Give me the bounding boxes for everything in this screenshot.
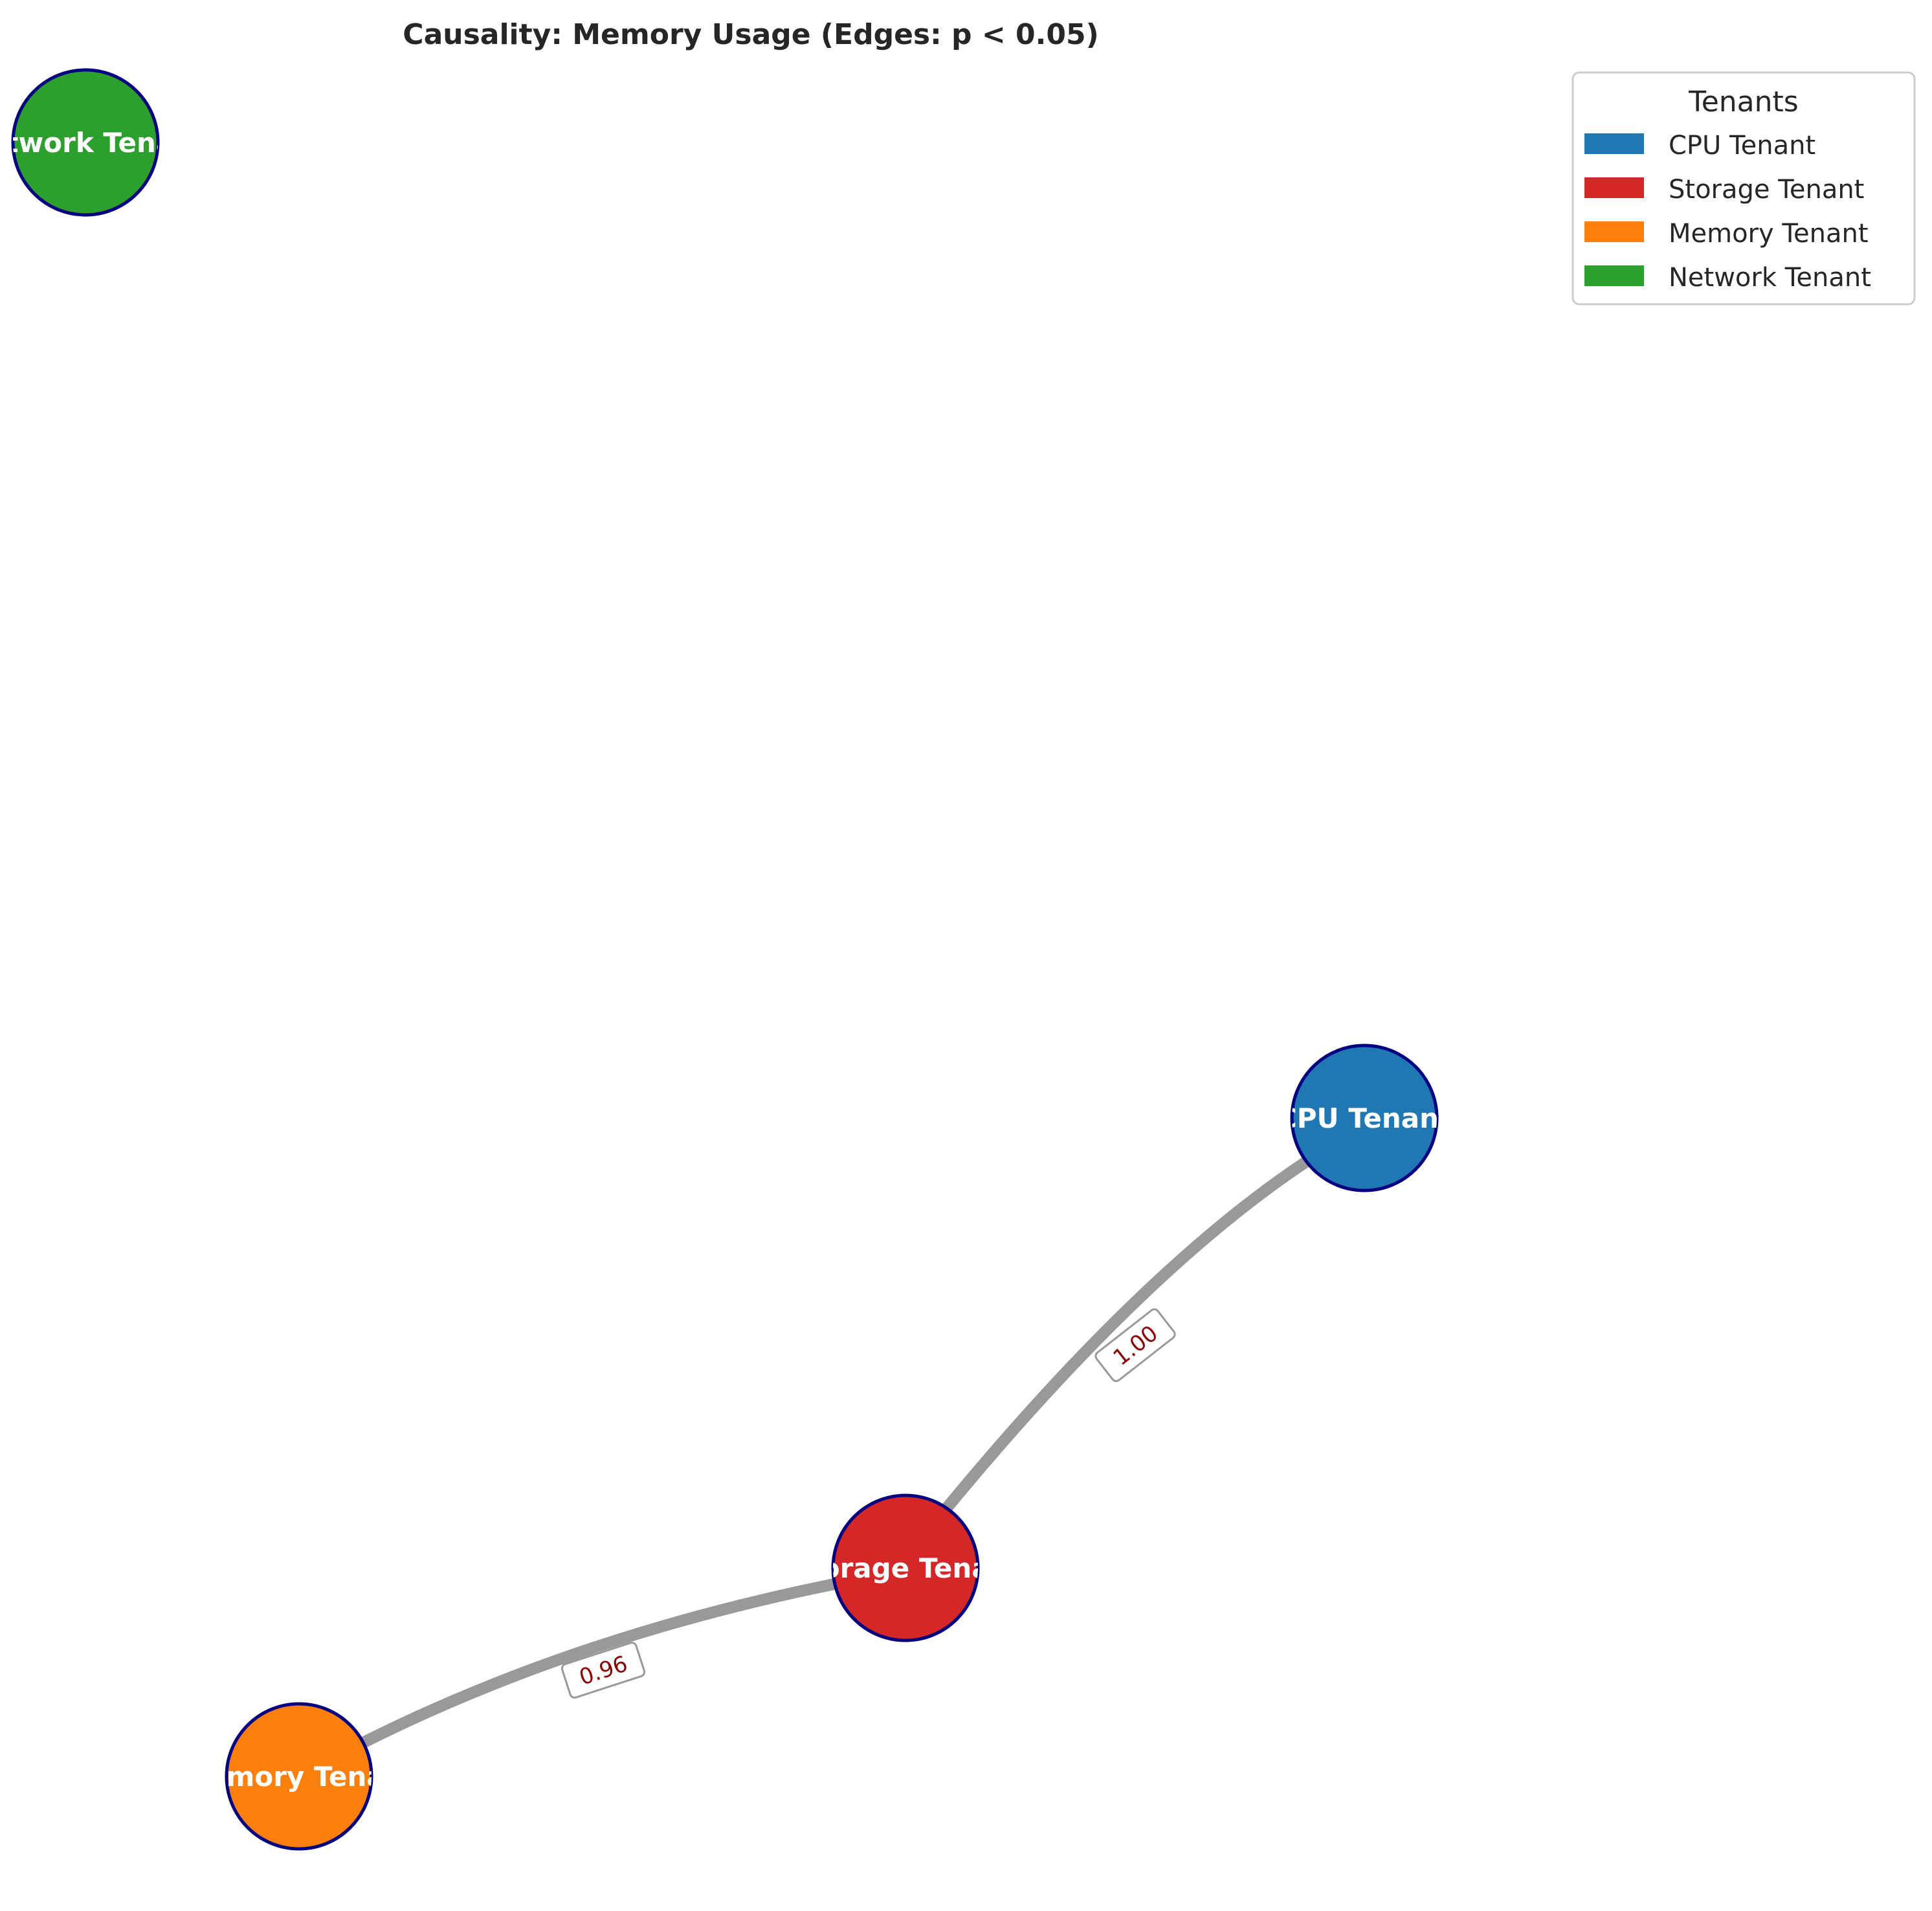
legend-label-memory: Memory Tenant (1669, 219, 1869, 249)
node-label: Network Tenant (0, 127, 206, 159)
legend-frame (1571, 71, 1916, 306)
edge-cpu-storage (940, 1155, 1312, 1515)
node-circle (831, 1493, 980, 1642)
node-circle (11, 68, 160, 217)
node-circle (225, 1702, 373, 1851)
node-cpu: CPU Tenant (1277, 1044, 1452, 1192)
node-storage: Storage Tenant (788, 1493, 1022, 1642)
legend-swatch-storage (1584, 177, 1644, 198)
edge-label-box (561, 1642, 646, 1699)
edge-label-box (1094, 1308, 1176, 1382)
edge-label-cpu-storage: 1.00 (1094, 1308, 1176, 1382)
legend-title: Tenants (1688, 85, 1798, 118)
node-network: Network Tenant (0, 68, 206, 217)
node-label: Storage Tenant (788, 1552, 1022, 1584)
node-circle (1290, 1044, 1439, 1192)
legend-label-cpu: CPU Tenant (1669, 131, 1815, 161)
graph-title: Causality: Memory Usage (Edges: p < 0.05… (403, 18, 1098, 51)
node-label: Memory Tenant (181, 1761, 417, 1793)
legend-label-network: Network Tenant (1669, 263, 1871, 293)
node-memory: Memory Tenant (181, 1702, 417, 1851)
edge-storage-memory (353, 1578, 836, 1752)
legend-swatch-network (1584, 265, 1644, 286)
edges (353, 1155, 1312, 1752)
legend: Tenants CPU Tenant Storage Tenant Memory… (1571, 71, 1916, 306)
node-label: CPU Tenant (1277, 1102, 1452, 1134)
legend-swatch-memory (1584, 221, 1644, 242)
legend-swatch-cpu (1584, 133, 1644, 154)
legend-label-storage: Storage Tenant (1669, 175, 1864, 205)
